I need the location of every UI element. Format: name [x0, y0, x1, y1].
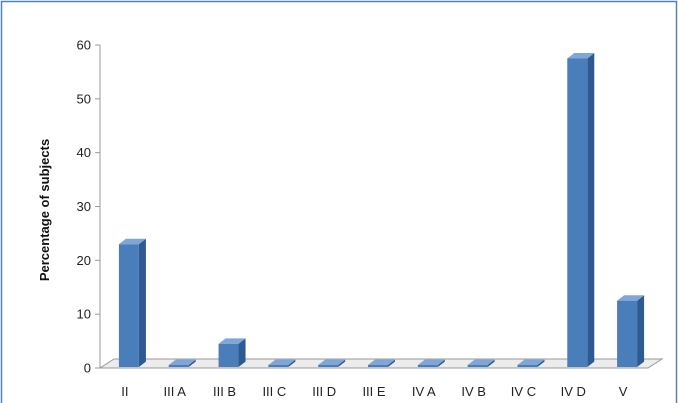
x-tick-label: III C: [262, 384, 286, 399]
bar-front: [417, 365, 438, 367]
x-tick-label: III B: [213, 384, 236, 399]
bar-front: [467, 365, 488, 367]
bar: [417, 359, 445, 367]
bar-side: [437, 359, 445, 367]
bar-side: [338, 359, 346, 367]
bar: [218, 338, 246, 367]
y-tick-labels: 0 10 20 30 40 50 60: [77, 38, 91, 376]
bar-front: [118, 244, 139, 367]
x-tick-label: IV A: [412, 384, 436, 399]
x-tick-labels: II III A III B III C III D III E IV A IV B IV C I…: [121, 384, 627, 399]
bar-top: [118, 238, 146, 245]
y-tick-label: 10: [77, 307, 91, 322]
x-tick-label: III E: [362, 384, 385, 399]
bar-side: [388, 359, 395, 367]
y-tick-label: 50: [77, 91, 91, 106]
bar-side: [637, 295, 645, 367]
y-tick-label: 30: [77, 199, 91, 214]
y-tick-label: 40: [77, 145, 91, 160]
bar: [567, 53, 595, 367]
bar-top: [467, 359, 495, 365]
bar-side: [288, 359, 296, 367]
y-tick-label: 20: [77, 253, 91, 268]
x-tick-label: V: [619, 384, 628, 399]
bar: [517, 359, 545, 367]
bar-side: [587, 53, 595, 367]
bar-front: [168, 365, 189, 367]
bar-front: [567, 58, 588, 367]
y-axis: [95, 44, 101, 369]
bar-top: [517, 359, 545, 365]
x-tick-label: II: [121, 384, 128, 399]
bar-front: [517, 365, 538, 367]
bar-front: [218, 343, 239, 367]
bar-front: [617, 300, 638, 367]
bar: [467, 359, 495, 367]
bars: [118, 53, 645, 367]
bar-top: [368, 359, 395, 365]
bar: [268, 359, 296, 367]
bar-side: [188, 359, 196, 367]
bar-top: [218, 338, 246, 344]
bar-top: [567, 53, 595, 59]
y-axis-title: Percentage of subjects: [37, 139, 52, 281]
bar-front: [268, 365, 289, 367]
bar-top: [318, 359, 346, 365]
bar-side: [487, 359, 495, 367]
bar: [168, 359, 196, 367]
bar-top: [417, 359, 445, 365]
x-tick-label: IV C: [511, 384, 536, 399]
bar-top: [268, 359, 296, 365]
y-tick-label: 60: [77, 38, 91, 53]
bar-side: [537, 359, 545, 367]
x-tick-label: IV D: [561, 384, 586, 399]
x-tick-label: III A: [164, 384, 187, 399]
bar-top: [168, 359, 196, 365]
bar: [368, 359, 395, 367]
bar: [617, 295, 645, 367]
bar-side: [238, 338, 246, 367]
x-tick-label: III D: [312, 384, 336, 399]
y-tick-label: 0: [84, 361, 91, 376]
bar-front: [368, 365, 388, 367]
x-tick-label: IV B: [461, 384, 486, 399]
bar: [118, 238, 146, 367]
bar: [318, 359, 346, 367]
bar-top: [617, 295, 645, 301]
bar-front: [318, 365, 339, 367]
bar-side: [138, 238, 146, 367]
